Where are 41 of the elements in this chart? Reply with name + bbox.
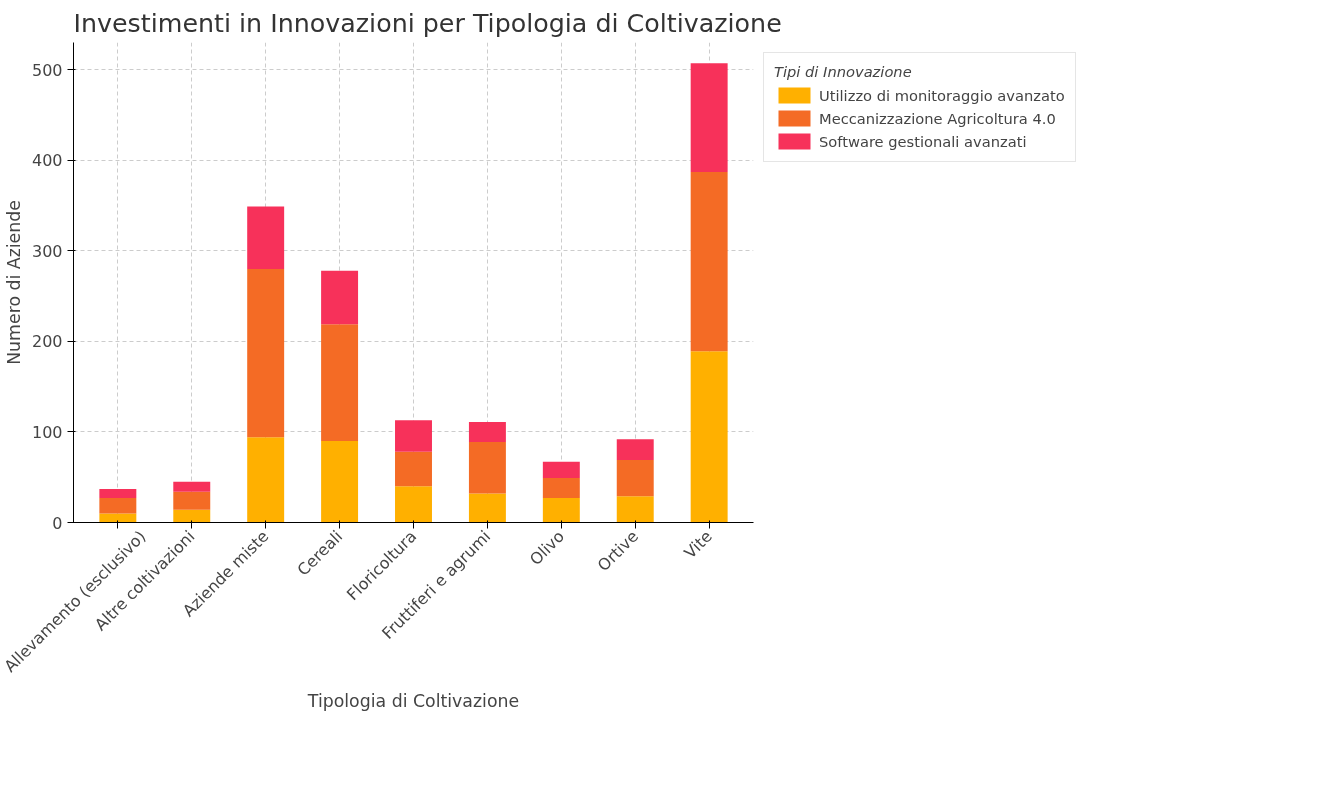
chart-title: Investimenti in Innovazioni per Tipologia di Coltivazione (73, 7, 782, 38)
bar (173, 491, 211, 510)
legend-label: Meccanizzazione Agricoltura 4.0 (819, 109, 1056, 127)
bar (173, 509, 211, 523)
y-tick-label: 200 (31, 332, 63, 352)
bar (542, 461, 580, 479)
bar (99, 498, 137, 514)
y-tick-label: 300 (31, 241, 63, 261)
bar (616, 460, 654, 497)
bar (690, 172, 728, 352)
bar (321, 324, 359, 441)
bar (468, 441, 506, 494)
bar (690, 351, 728, 523)
bar (468, 421, 506, 442)
bar (99, 513, 137, 523)
bar (321, 440, 359, 523)
bar (616, 439, 654, 461)
x-axis-title: Tipologia di Coltivazione (306, 690, 520, 711)
y-tick-label: 500 (31, 60, 63, 80)
bar (690, 63, 728, 173)
legend-title: Tipi di Innovazione (774, 63, 913, 80)
bar (542, 498, 580, 523)
legend-label: Software gestionali avanzati (819, 132, 1027, 150)
bar (395, 486, 432, 523)
x-tick-label: Vite (680, 526, 716, 563)
bar (173, 481, 211, 492)
y-tick-label: 0 (52, 513, 63, 533)
legend-label: Utilizzo di monitoraggio avanzato (819, 86, 1065, 104)
bar (247, 437, 285, 523)
bar (99, 488, 137, 499)
bar (468, 493, 506, 523)
bar (321, 270, 359, 325)
y-tick-label: 100 (31, 422, 63, 442)
bar (247, 268, 285, 438)
bar (395, 420, 432, 452)
y-axis-title: Numero di Aziende (3, 200, 24, 365)
bar (616, 496, 654, 523)
y-tick-label: 400 (31, 151, 63, 171)
bar (542, 478, 580, 499)
bar (395, 451, 432, 487)
bar (247, 206, 285, 269)
